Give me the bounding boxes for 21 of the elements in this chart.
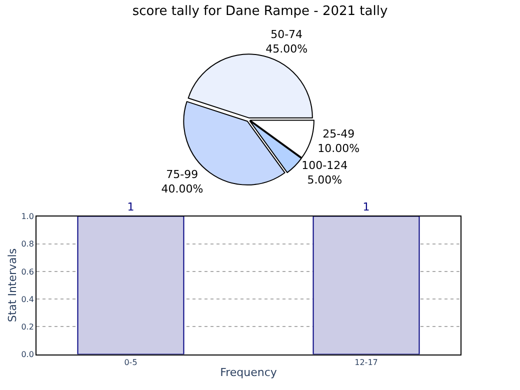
data-label: 5.00%: [307, 174, 342, 187]
data-label: 1: [362, 200, 370, 214]
slice-label: 25-49: [322, 128, 355, 141]
slice-label: 50-74: [270, 28, 303, 41]
y-tick-label: 0.4: [21, 294, 34, 304]
y-axis-title: Stat Intervals: [6, 248, 19, 322]
y-tick-label: 0.2: [21, 322, 34, 332]
x-tick-label: 12-17: [354, 358, 378, 367]
x-axis-title: Frequency: [220, 366, 278, 380]
data-label: 40.00%: [161, 182, 204, 196]
data-label: 1: [127, 200, 134, 214]
data-label: 10.00%: [318, 142, 360, 155]
slice-label: 100-124: [302, 159, 348, 172]
y-tick-label: 1.0: [21, 212, 34, 222]
slice-label: 75-99: [166, 168, 198, 182]
y-tick-label: 0.0: [21, 350, 34, 360]
y-tick-label: 0.8: [21, 240, 34, 249]
y-tick-label: 0.6: [21, 267, 34, 276]
x-tick-label: 0-5: [124, 358, 138, 367]
chart-title: score tally for Dane Rampe - 2021 tally: [132, 4, 388, 19]
data-label: 45.00%: [266, 42, 308, 56]
